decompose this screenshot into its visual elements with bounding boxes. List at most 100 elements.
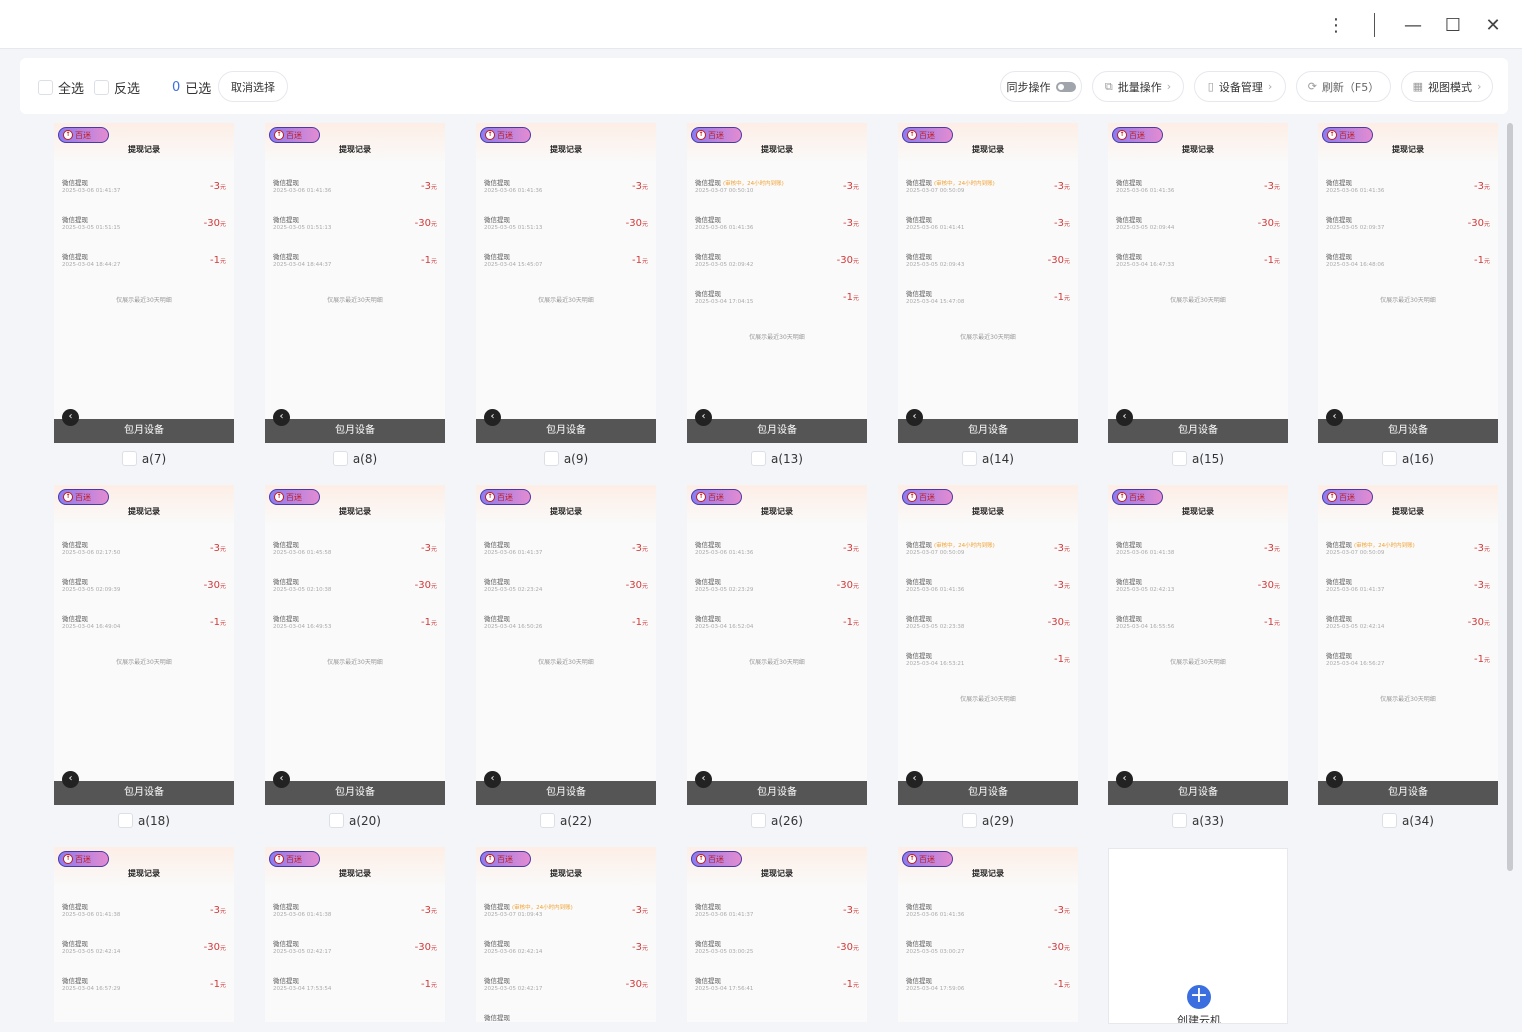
device-card[interactable]: ↑ 百迷 提现记录 微信提现 (审核中，24小时内到账) 2025-03-07 00:50… <box>898 114 1078 466</box>
device-label[interactable]: a(9) <box>476 451 656 466</box>
device-screen[interactable]: ↑ 百迷 提现记录 微信提现 2025-03-06 01:41:36 -3元 微信提现 202… <box>687 485 867 805</box>
device-checkbox[interactable] <box>1172 451 1187 466</box>
device-label[interactable]: a(14) <box>898 451 1078 466</box>
refresh-button[interactable]: ⟳ 刷新（F5） <box>1296 71 1391 102</box>
device-screen[interactable]: ↑ 百迷 提现记录 微信提现 2025-03-06 01:41:37 -3元 微信提现 202… <box>687 847 867 1022</box>
device-screen[interactable]: ↑ 百迷 提现记录 微信提现 2025-03-06 01:41:37 -3元 微信提现 202… <box>54 123 234 443</box>
back-icon[interactable]: ‹ <box>273 409 290 426</box>
back-icon[interactable]: ‹ <box>273 771 290 788</box>
more-vertical-icon[interactable]: ⋮ <box>1327 14 1345 36</box>
back-icon[interactable]: ‹ <box>1326 409 1343 426</box>
scrollbar[interactable] <box>1507 123 1513 871</box>
device-screen[interactable]: ↑ 百迷 提现记录 微信提现 2025-03-06 02:17:50 -3元 微信提现 202… <box>54 485 234 805</box>
record-name-text: 微信提现 <box>906 903 932 911</box>
device-card[interactable]: ↑ 百迷 提现记录 微信提现 2025-03-06 01:41:36 -3元 微信提现 202… <box>476 114 656 466</box>
back-icon[interactable]: ‹ <box>1116 771 1133 788</box>
toggle-switch[interactable] <box>1055 81 1076 92</box>
device-screen[interactable]: ↑ 百迷 提现记录 微信提现 2025-03-06 01:41:36 -3元 微信提现 202… <box>265 123 445 443</box>
device-screen[interactable]: ↑ 百迷 提现记录 微信提现 2025-03-06 01:41:36 -3元 微信提现 202… <box>898 847 1078 1022</box>
device-label[interactable]: a(18) <box>54 813 234 828</box>
back-icon[interactable]: ‹ <box>484 409 501 426</box>
device-card[interactable]: ↑ 百迷 提现记录 微信提现 (审核中，24小时内到账) 2025-03-07 00:50… <box>687 114 867 466</box>
device-checkbox[interactable] <box>332 451 348 466</box>
device-label[interactable]: a(7) <box>54 451 234 466</box>
device-label[interactable]: a(22) <box>476 813 656 828</box>
device-checkbox[interactable] <box>543 451 559 466</box>
back-icon[interactable]: ‹ <box>906 409 923 426</box>
close-icon[interactable]: ✕ <box>1485 14 1501 36</box>
device-screen[interactable]: ↑ 百迷 提现记录 微信提现 2025-03-06 01:41:38 -3元 微信提现 202… <box>1108 485 1288 805</box>
device-card[interactable]: ↑ 百迷 提现记录 微信提现 2025-03-06 01:41:36 -3元 微信提现 202… <box>1108 114 1288 466</box>
device-screen[interactable]: ↑ 百迷 提现记录 微信提现 2025-03-06 01:41:36 -3元 微信提现 202… <box>1108 123 1288 443</box>
device-screen[interactable]: ↑ 百迷 提现记录 微信提现 (审核中，24小时内到账) 2025-03-07 00:50… <box>687 123 867 443</box>
device-checkbox[interactable] <box>118 813 133 828</box>
plus-circle-icon[interactable]: + <box>1187 985 1211 1009</box>
device-screen[interactable]: ↑ 百迷 提现记录 微信提现 2025-03-06 01:41:38 -3元 微信提现 202… <box>54 847 234 1022</box>
device-checkbox[interactable] <box>1382 451 1397 466</box>
device-checkbox[interactable] <box>962 813 977 828</box>
device-label[interactable]: a(34) <box>1318 813 1498 828</box>
device-screen[interactable]: ↑ 百迷 提现记录 微信提现 2025-03-06 01:41:36 -3元 微信提现 202… <box>476 123 656 443</box>
device-label[interactable]: a(20) <box>265 813 445 828</box>
view-mode-button[interactable]: ▦ 视图模式 › <box>1401 71 1493 102</box>
device-label[interactable]: a(8) <box>265 451 445 466</box>
back-icon[interactable]: ‹ <box>695 409 712 426</box>
device-label[interactable]: a(33) <box>1108 813 1288 828</box>
device-screen[interactable]: ↑ 百迷 提现记录 微信提现 (审核中，24小时内到账) 2025-03-07 01:09… <box>476 847 656 1022</box>
back-icon[interactable]: ‹ <box>62 771 79 788</box>
device-card[interactable]: ↑ 百迷 提现记录 微信提现 2025-03-06 01:41:37 -3元 微信提现 202… <box>687 838 867 1022</box>
back-icon[interactable]: ‹ <box>695 771 712 788</box>
device-screen[interactable]: ↑ 百迷 提现记录 微信提现 2025-03-06 01:41:38 -3元 微信提现 202… <box>265 847 445 1022</box>
minimize-icon[interactable]: — <box>1404 14 1422 36</box>
amount-value: -1 <box>1474 654 1484 665</box>
device-card[interactable]: ↑ 百迷 提现记录 微信提现 2025-03-06 01:41:38 -3元 微信提现 202… <box>265 838 445 1022</box>
cancel-select-button[interactable]: 取消选择 <box>218 71 288 102</box>
device-checkbox[interactable] <box>1382 813 1397 828</box>
device-card[interactable]: ↑ 百迷 提现记录 微信提现 (审核中，24小时内到账) 2025-03-07 01:09… <box>476 838 656 1022</box>
device-label[interactable]: a(15) <box>1108 451 1288 466</box>
checkbox[interactable] <box>94 80 109 95</box>
device-card[interactable]: ↑ 百迷 提现记录 微信提现 2025-03-06 01:45:58 -3元 微信提现 202… <box>265 476 445 828</box>
device-checkbox[interactable] <box>751 813 766 828</box>
device-screen[interactable]: ↑ 百迷 提现记录 微信提现 2025-03-06 01:41:37 -3元 微信提现 202… <box>476 485 656 805</box>
device-checkbox[interactable] <box>540 813 555 828</box>
device-screen[interactable]: ↑ 百迷 提现记录 微信提现 2025-03-06 01:45:58 -3元 微信提现 202… <box>265 485 445 805</box>
device-screen[interactable]: ↑ 百迷 提现记录 微信提现 2025-03-06 01:41:36 -3元 微信提现 202… <box>1318 123 1498 443</box>
sync-toggle[interactable]: 同步操作 <box>1000 71 1082 102</box>
device-card[interactable]: ↑ 百迷 提现记录 微信提现 2025-03-06 01:41:36 -3元 微信提现 202… <box>1318 114 1498 466</box>
batch-operation-button[interactable]: ⧉ 批量操作 › <box>1092 71 1184 102</box>
add-device-card[interactable]: + 创建云机 <box>1108 848 1288 1024</box>
device-card[interactable]: ↑ 百迷 提现记录 微信提现 2025-03-06 01:41:38 -3元 微信提现 202… <box>1108 476 1288 828</box>
maximize-icon[interactable]: ☐ <box>1444 14 1462 36</box>
device-checkbox[interactable] <box>121 451 137 466</box>
device-label[interactable]: a(16) <box>1318 451 1498 466</box>
device-screen[interactable]: ↑ 百迷 提现记录 微信提现 (审核中，24小时内到账) 2025-03-07 00:50… <box>898 485 1078 805</box>
device-checkbox[interactable] <box>751 451 766 466</box>
device-management-button[interactable]: ▯ 设备管理 › <box>1194 71 1286 102</box>
device-card[interactable]: ↑ 百迷 提现记录 微信提现 2025-03-06 02:17:50 -3元 微信提现 202… <box>54 476 234 828</box>
back-icon[interactable]: ‹ <box>484 771 501 788</box>
device-card[interactable]: ↑ 百迷 提现记录 微信提现 (审核中，24小时内到账) 2025-03-07 00:50… <box>1318 476 1498 828</box>
device-card[interactable]: ↑ 百迷 提现记录 微信提现 (审核中，24小时内到账) 2025-03-07 00:50… <box>898 476 1078 828</box>
back-icon[interactable]: ‹ <box>62 409 79 426</box>
checkbox[interactable] <box>38 80 53 95</box>
device-card[interactable]: ↑ 百迷 提现记录 微信提现 2025-03-06 01:41:36 -3元 微信提现 202… <box>265 114 445 466</box>
device-checkbox[interactable] <box>962 451 977 466</box>
invert-select-checkbox[interactable]: 反选 <box>94 78 140 97</box>
device-checkbox[interactable] <box>1172 813 1187 828</box>
device-card[interactable]: ↑ 百迷 提现记录 微信提现 2025-03-06 01:41:36 -3元 微信提现 202… <box>687 476 867 828</box>
device-card[interactable]: ↑ 百迷 提现记录 微信提现 2025-03-06 01:41:37 -3元 微信提现 202… <box>54 114 234 466</box>
device-screen[interactable]: ↑ 百迷 提现记录 微信提现 (审核中，24小时内到账) 2025-03-07 00:50… <box>898 123 1078 443</box>
back-icon[interactable]: ‹ <box>906 771 923 788</box>
device-card[interactable]: ↑ 百迷 提现记录 微信提现 2025-03-06 01:41:36 -3元 微信提现 202… <box>898 838 1078 1022</box>
device-checkbox[interactable] <box>329 813 344 828</box>
select-all-checkbox[interactable]: 全选 <box>38 78 84 97</box>
device-card[interactable]: ↑ 百迷 提现记录 微信提现 2025-03-06 01:41:38 -3元 微信提现 202… <box>54 838 234 1022</box>
back-icon[interactable]: ‹ <box>1326 771 1343 788</box>
device-label[interactable]: a(13) <box>687 451 867 466</box>
device-screen[interactable]: ↑ 百迷 提现记录 微信提现 (审核中，24小时内到账) 2025-03-07 00:50… <box>1318 485 1498 805</box>
device-label[interactable]: a(26) <box>687 813 867 828</box>
back-icon[interactable]: ‹ <box>1116 409 1133 426</box>
device-card[interactable]: ↑ 百迷 提现记录 微信提现 2025-03-06 01:41:37 -3元 微信提现 202… <box>476 476 656 828</box>
device-label[interactable]: a(29) <box>898 813 1078 828</box>
